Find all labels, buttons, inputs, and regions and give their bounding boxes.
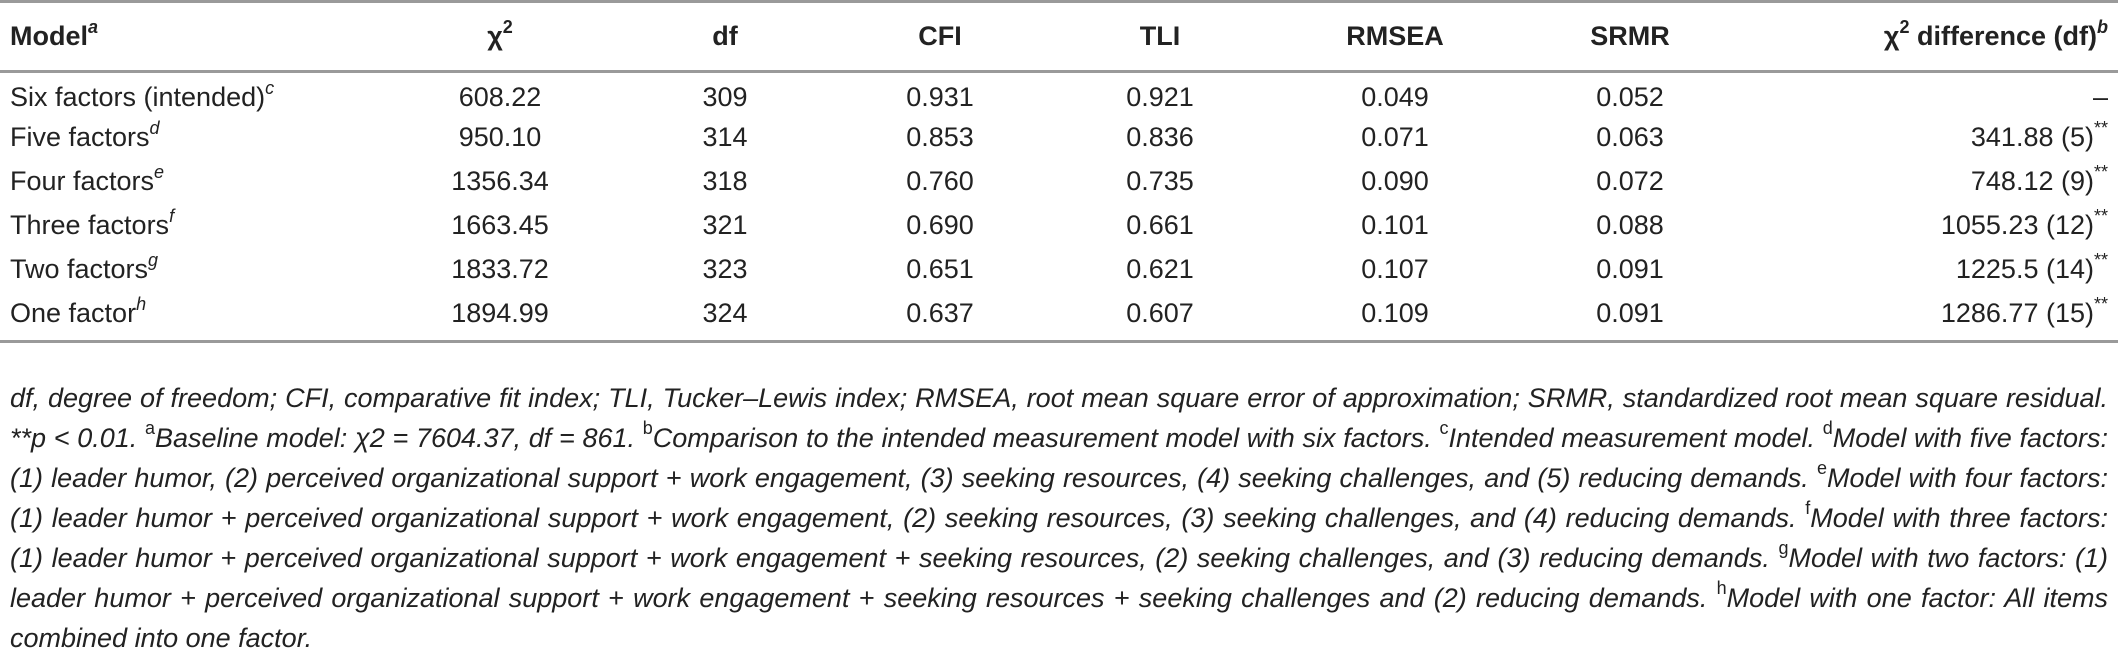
- cell-tli: 0.621: [1126, 254, 1194, 284]
- header-tli: TLI: [1050, 0, 1270, 73]
- cell-rmsea: 0.109: [1270, 291, 1520, 343]
- cell-model: One factorh: [0, 291, 380, 343]
- note-g: Model with two factors: (1) leader humor…: [10, 543, 2108, 613]
- table-body: Six factors (intended)c 608.22 309 0.931 0.9…: [0, 72, 2118, 343]
- cell-tli: 0.607: [1050, 291, 1270, 343]
- note-e: Model with four factors: (1) leader humo…: [10, 463, 2108, 533]
- cell-cfi: 0.690: [906, 210, 974, 240]
- note-f: Model with three factors: (1) leader hum…: [10, 503, 2108, 573]
- cell-cfi: 0.637: [830, 291, 1050, 343]
- cell-cfi: 0.931: [906, 81, 974, 112]
- cell-srmr: 0.091: [1520, 291, 1740, 343]
- cell-chi2: 950.10: [458, 122, 542, 152]
- table-row: Five factorsd 950.10 314 0.853 0.836 0.071 0.0…: [0, 116, 2118, 160]
- cell-chi2: 1894.99: [380, 291, 620, 343]
- note-d: Model with five factors: (1) leader humo…: [10, 423, 2108, 493]
- table-row: One factorh 1894.99 324 0.637 0.607 0.109 0.09…: [0, 291, 2118, 343]
- cell-tli: 0.921: [1126, 81, 1194, 112]
- cell-chi2: 1833.72: [451, 254, 549, 284]
- header-chi2-difference: χ2 difference (df)b: [1740, 0, 2118, 73]
- table-row: Four factorse 1356.34 318 0.760 0.735 0.090 0.…: [0, 160, 2118, 204]
- cell-df: 309: [702, 81, 748, 112]
- cell-chi2-difference: 748.12 (9)**: [1970, 162, 2108, 196]
- cell-df: 314: [702, 122, 748, 152]
- cell-srmr: 0.063: [1596, 122, 1664, 152]
- cell-df: 323: [702, 254, 748, 284]
- cell-df: 321: [702, 210, 748, 240]
- note-b: Comparison to the intended measurement m…: [652, 423, 1440, 453]
- header-srmr: SRMR: [1520, 0, 1740, 73]
- model-fit-table: Modela χ2 df CFI TLI RMSEA SRMR χ2 diffe…: [0, 0, 2118, 343]
- cell-srmr: 0.088: [1596, 210, 1664, 240]
- header-row: Modela χ2 df CFI TLI RMSEA SRMR χ2 diffe…: [0, 0, 2118, 73]
- cell-rmsea: 0.071: [1361, 122, 1429, 152]
- cell-model: Two factorsg: [10, 250, 159, 284]
- note-c: Intended measurement model.: [1448, 423, 1823, 453]
- cell-chi2-difference: –: [2092, 81, 2108, 112]
- cell-df: 324: [620, 291, 830, 343]
- cell-chi2: 608.22: [458, 81, 542, 112]
- header-rmsea: RMSEA: [1270, 0, 1520, 73]
- header-chi2: χ2: [380, 0, 620, 73]
- cell-tli: 0.836: [1126, 122, 1194, 152]
- cell-rmsea: 0.049: [1361, 81, 1429, 112]
- header-cfi: CFI: [830, 0, 1050, 73]
- note-intro: df, degree of freedom; CFI, comparative …: [10, 383, 2108, 453]
- table-row: Two factorsg 1833.72 323 0.651 0.621 0.107 0.0…: [0, 248, 2118, 292]
- cell-chi2-difference: 341.88 (5)**: [1970, 118, 2108, 152]
- cell-tli: 0.735: [1126, 166, 1194, 196]
- cell-rmsea: 0.107: [1361, 254, 1429, 284]
- cell-chi2: 1356.34: [451, 166, 549, 196]
- cell-chi2-difference: 1225.5 (14)**: [1955, 250, 2108, 284]
- cell-srmr: 0.072: [1596, 166, 1664, 196]
- cell-model: Four factorse: [10, 162, 165, 196]
- header-model: Modela: [0, 0, 380, 73]
- header-df: df: [620, 0, 830, 73]
- cell-chi2-difference: 1286.77 (15)**: [1740, 291, 2118, 343]
- note-a: Baseline model: χ2 = 7604.37, df = 861.: [154, 423, 643, 453]
- cell-model: Three factorsf: [10, 206, 175, 240]
- cell-srmr: 0.052: [1596, 81, 1664, 112]
- cell-model: Six factors (intended)c: [10, 77, 275, 112]
- cell-rmsea: 0.090: [1361, 166, 1429, 196]
- table-row: Three factorsf 1663.45 321 0.690 0.661 0.101 0…: [0, 204, 2118, 248]
- table-footnote: df, degree of freedom; CFI, comparative …: [10, 383, 2108, 653]
- cell-df: 318: [702, 166, 748, 196]
- cell-chi2-difference: 1055.23 (12)**: [1940, 206, 2108, 240]
- cell-tli: 0.661: [1126, 210, 1194, 240]
- cell-rmsea: 0.101: [1361, 210, 1429, 240]
- cell-chi2: 1663.45: [451, 210, 549, 240]
- table-row: Six factors (intended)c 608.22 309 0.931 0.9…: [0, 72, 2118, 116]
- cell-srmr: 0.091: [1596, 254, 1664, 284]
- cell-model: Five factorsd: [10, 118, 160, 152]
- cell-cfi: 0.760: [906, 166, 974, 196]
- cell-cfi: 0.853: [906, 122, 974, 152]
- cell-cfi: 0.651: [906, 254, 974, 284]
